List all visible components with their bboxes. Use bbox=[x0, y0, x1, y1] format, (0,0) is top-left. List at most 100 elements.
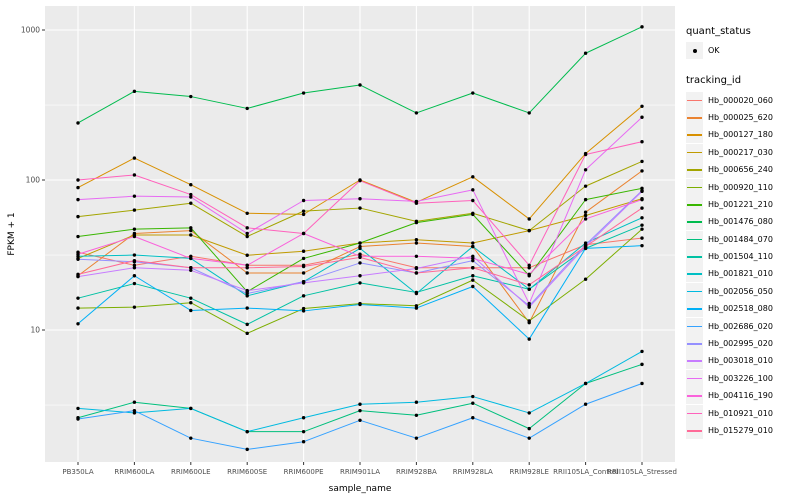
data-point bbox=[527, 319, 531, 323]
x-tick-label: RRIM928LA bbox=[453, 468, 493, 476]
data-point bbox=[527, 337, 531, 341]
data-point bbox=[301, 264, 306, 269]
data-point bbox=[189, 228, 193, 233]
data-point bbox=[132, 253, 137, 257]
data-point bbox=[640, 197, 644, 202]
legend-item-Hb_002995_020: Hb_002995_020 bbox=[686, 335, 798, 353]
legend-label: Hb_000217_030 bbox=[708, 147, 773, 157]
data-point bbox=[471, 416, 475, 420]
data-point bbox=[301, 249, 306, 253]
data-point bbox=[76, 234, 80, 239]
legend-title-quant-status: quant_status bbox=[686, 26, 751, 37]
data-point bbox=[132, 258, 137, 263]
data-point bbox=[76, 252, 80, 256]
data-point bbox=[527, 305, 531, 309]
data-point bbox=[76, 121, 80, 125]
data-point bbox=[640, 236, 644, 240]
y-tick-label: 1000 bbox=[21, 26, 40, 35]
data-point bbox=[301, 256, 306, 261]
data-point bbox=[245, 306, 249, 310]
data-point bbox=[189, 233, 193, 237]
data-point bbox=[245, 288, 249, 293]
data-point bbox=[640, 243, 644, 248]
legend-item-Hb_015279_010: Hb_015279_010 bbox=[686, 422, 798, 439]
data-point bbox=[640, 349, 644, 354]
data-point bbox=[471, 274, 475, 278]
legend-item-Hb_002686_020: Hb_002686_020 bbox=[686, 317, 798, 335]
data-point bbox=[471, 394, 475, 399]
data-point bbox=[245, 234, 249, 239]
data-point bbox=[301, 440, 306, 444]
data-point bbox=[471, 188, 475, 192]
legend-label: Hb_000020_060 bbox=[708, 95, 773, 105]
data-point bbox=[245, 291, 249, 296]
legend-key-line-icon bbox=[686, 317, 703, 335]
data-point bbox=[132, 263, 137, 267]
data-point bbox=[640, 227, 644, 231]
legend-item-Hb_001504_110: Hb_001504_110 bbox=[686, 248, 798, 266]
x-tick-label: RRII105LA_Stressed bbox=[607, 468, 677, 476]
legend-label: Hb_000920_110 bbox=[708, 182, 773, 192]
data-point bbox=[358, 241, 362, 245]
legend-label: Hb_015279_010 bbox=[708, 426, 773, 435]
legend-item-Hb_001476_080: Hb_001476_080 bbox=[686, 213, 798, 231]
data-point bbox=[640, 104, 644, 108]
data-point bbox=[76, 185, 80, 190]
data-point bbox=[583, 51, 588, 55]
legend-key-line-icon bbox=[686, 108, 703, 126]
data-point bbox=[414, 266, 419, 271]
y-tick-label: 100 bbox=[26, 176, 41, 185]
data-point bbox=[301, 198, 306, 203]
data-point bbox=[640, 140, 644, 144]
data-point bbox=[471, 256, 475, 261]
data-point bbox=[245, 253, 249, 257]
data-point bbox=[132, 274, 137, 278]
data-point bbox=[640, 25, 644, 29]
legend-label: Hb_010921_010 bbox=[708, 408, 773, 418]
legend-key-line-icon bbox=[686, 248, 703, 266]
data-point bbox=[132, 89, 137, 94]
x-tick-label: RRII105LA_Control bbox=[553, 468, 618, 476]
legend-item-Hb_001821_010: Hb_001821_010 bbox=[686, 265, 798, 283]
legend-key-line-icon bbox=[686, 404, 703, 422]
data-point bbox=[301, 231, 306, 236]
data-point bbox=[358, 274, 362, 278]
data-point bbox=[358, 206, 362, 210]
x-tick-label: RRIM928LE bbox=[509, 468, 549, 476]
data-point bbox=[301, 281, 306, 285]
data-point bbox=[301, 416, 306, 420]
data-point bbox=[76, 322, 80, 326]
legend-item-Hb_004116_190: Hb_004116_190 bbox=[686, 387, 798, 405]
data-point bbox=[245, 263, 249, 267]
data-point bbox=[471, 212, 475, 217]
legend-label: Hb_002686_020 bbox=[708, 321, 773, 331]
data-point bbox=[471, 266, 475, 270]
data-point bbox=[358, 255, 362, 260]
data-point bbox=[245, 211, 249, 215]
data-point bbox=[414, 201, 419, 205]
data-point bbox=[471, 175, 475, 179]
data-point bbox=[132, 281, 137, 286]
data-point bbox=[245, 226, 249, 230]
legend-label: Hb_001504_110 bbox=[708, 252, 773, 262]
data-point bbox=[189, 301, 193, 305]
data-point bbox=[471, 401, 475, 405]
legend-label: Hb_003018_010 bbox=[708, 356, 773, 366]
data-point bbox=[301, 306, 306, 311]
data-point bbox=[471, 198, 475, 203]
legend-label-ok: OK bbox=[708, 46, 720, 56]
legend-label: Hb_002995_020 bbox=[708, 339, 773, 349]
y-tick-label: 10 bbox=[30, 326, 40, 335]
legend-key-line-icon bbox=[686, 213, 703, 231]
data-point bbox=[189, 406, 193, 411]
data-point bbox=[76, 178, 80, 182]
data-point bbox=[132, 227, 137, 231]
data-point bbox=[583, 168, 588, 172]
data-point bbox=[640, 362, 644, 367]
data-point bbox=[132, 208, 137, 212]
data-point bbox=[527, 411, 531, 415]
x-tick-label: RRIM600LA bbox=[114, 468, 154, 476]
data-point bbox=[471, 241, 475, 245]
legend-item-Hb_000656_240: Hb_000656_240 bbox=[686, 161, 798, 179]
